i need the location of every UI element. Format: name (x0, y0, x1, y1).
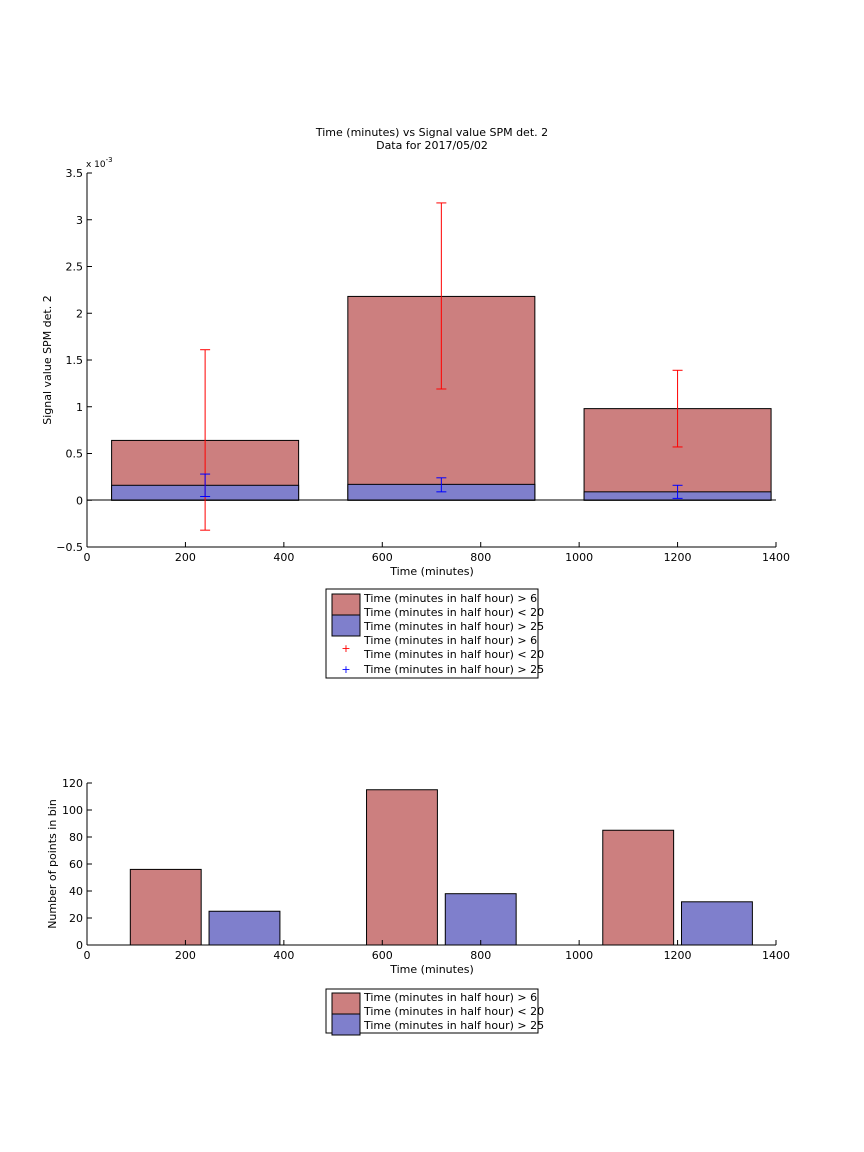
chart-subtitle: Data for 2017/05/02 (376, 139, 488, 152)
legend-box (325, 588, 539, 679)
error-bar-blue (436, 477, 447, 493)
bar-red (602, 829, 675, 946)
legend-entry: Time (minutes in half hour) < 20 (363, 1005, 544, 1018)
legend-entry: Time (minutes in half hour) > 6 (363, 634, 537, 647)
y-tick-label: 80 (69, 831, 83, 844)
x-tick-label: 0 (84, 551, 91, 564)
x-tick-label: 200 (175, 551, 196, 564)
error-bar-blue (672, 484, 683, 499)
y-tick-label: 60 (69, 858, 83, 871)
legend-entry: Time (minutes in half hour) < 20 (363, 606, 544, 619)
x-tick-label: 800 (470, 949, 491, 962)
exponent-label: x 10-3 (86, 156, 113, 170)
legend-swatch-blue (331, 1013, 361, 1036)
legend-entry: Time (minutes in half hour) < 20 (363, 648, 544, 661)
legend-entry: Time (minutes in half hour) > 6 (363, 592, 537, 605)
bar-blue (681, 901, 753, 946)
y-tick-label: 3.5 (66, 167, 84, 180)
y-tick-label: −0.5 (56, 541, 83, 554)
legend-swatch-blue (331, 614, 361, 637)
y-tick-label: 3 (76, 214, 83, 227)
legend-entry: Time (minutes in half hour) > 6 (363, 991, 537, 1004)
chart-title: Time (minutes) vs Signal value SPM det. … (315, 126, 548, 139)
y-tick-label: 100 (62, 804, 83, 817)
bar-red (366, 789, 438, 946)
error-bar-red (436, 202, 447, 390)
y-axis-label: Signal value SPM det. 2 (41, 295, 54, 425)
x-tick-label: 200 (175, 949, 196, 962)
x-tick-label: 1200 (664, 949, 692, 962)
exponent-power: -3 (106, 156, 113, 164)
x-axis-label: Time (minutes) (389, 565, 474, 578)
x-axis-label: Time (minutes) (389, 963, 474, 976)
legend-swatch-red (331, 992, 361, 1015)
signal-error-bars (200, 202, 683, 531)
legend-entry: Time (minutes in half hour) > 25 (363, 620, 544, 633)
x-tick-label: 1400 (762, 949, 790, 962)
x-tick-label: 1200 (664, 551, 692, 564)
y-tick-label: 0.5 (66, 448, 84, 461)
x-tick-label: 600 (372, 551, 393, 564)
y-axis-label: Number of points in bin (46, 799, 59, 929)
error-bar-blue (200, 473, 211, 498)
y-tick-label: 40 (69, 885, 83, 898)
y-tick-label: 120 (62, 777, 83, 790)
count-chart: 0 200 400 600 800 1000 1200 1400 0 20 40 60 80 100 12… (46, 777, 790, 1036)
y-tick-label: 20 (69, 912, 83, 925)
x-tick-label: 400 (273, 551, 294, 564)
y-tick-label: 1.5 (66, 354, 84, 367)
legend-entry: Time (minutes in half hour) > 25 (363, 663, 544, 676)
y-tick-label: 2 (76, 307, 83, 320)
legend-entry: Time (minutes in half hour) > 25 (363, 1019, 544, 1032)
x-ticks: 0 200 400 600 800 1000 1200 1400 (84, 542, 790, 564)
x-tick-label: 600 (372, 949, 393, 962)
legend-marker-blue: + (341, 663, 350, 676)
y-tick-label: 1 (76, 401, 83, 414)
bar-red (129, 868, 202, 946)
count-bars (129, 789, 753, 946)
x-tick-label: 400 (273, 949, 294, 962)
x-tick-label: 1400 (762, 551, 790, 564)
x-tick-label: 1000 (565, 949, 593, 962)
y-tick-label: 0 (76, 494, 83, 507)
legend-swatch-red (331, 593, 361, 616)
y-ticks: 0 20 40 60 80 100 120 (62, 777, 92, 952)
legend: Time (minutes in half hour) > 6 Time (mi… (325, 988, 544, 1036)
x-tick-label: 0 (84, 949, 91, 962)
y-ticks: −0.5 0 0.5 1 1.5 2 2.5 3 3.5 (56, 167, 92, 554)
exponent-base: x 10 (86, 160, 106, 170)
y-tick-label: 2.5 (66, 261, 84, 274)
error-bar-red (672, 369, 683, 448)
bar-blue (444, 893, 517, 946)
y-tick-label: 0 (76, 939, 83, 952)
error-bar-red (200, 349, 211, 531)
signal-chart: Time (minutes) vs Signal value SPM det. … (41, 126, 790, 679)
legend: + + Time (minutes in half hour) > 6 Time… (325, 588, 544, 679)
x-tick-label: 800 (470, 551, 491, 564)
x-tick-label: 1000 (565, 551, 593, 564)
legend-marker-red: + (341, 642, 350, 655)
legend-box (325, 988, 539, 1034)
bar-blue (208, 910, 281, 946)
x-ticks: 0 200 400 600 800 1000 1200 1400 (84, 940, 790, 962)
